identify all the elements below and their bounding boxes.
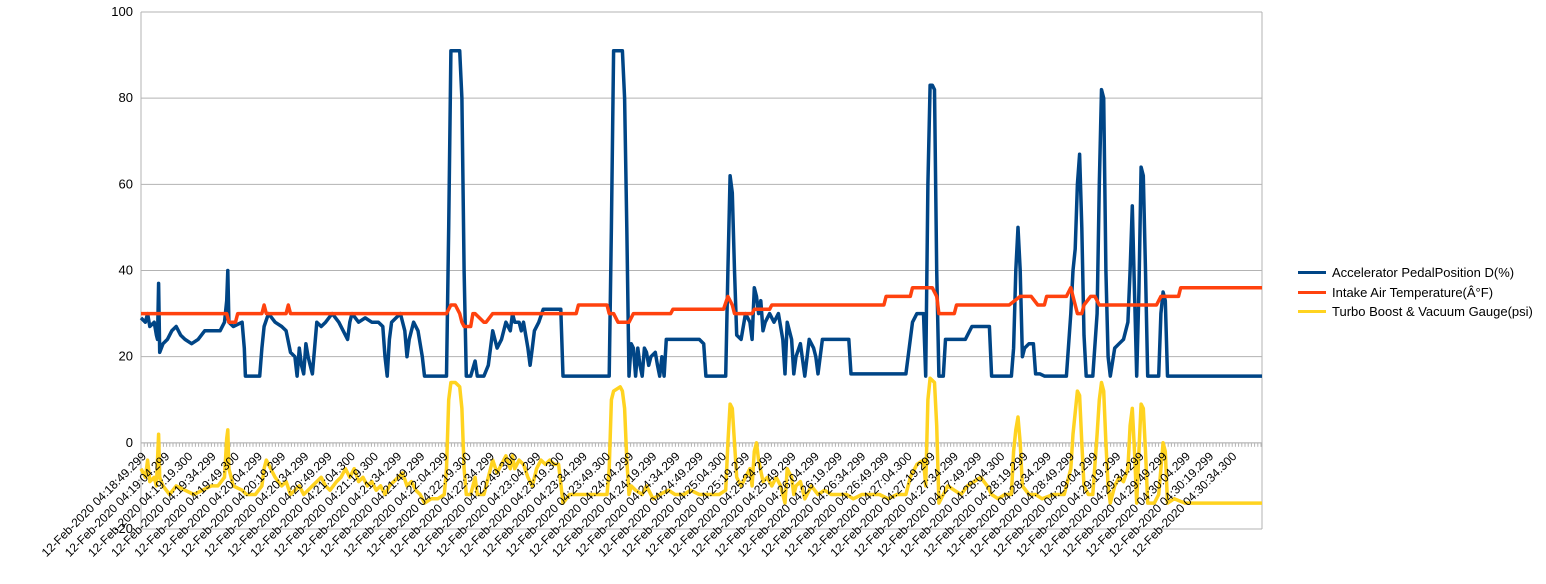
series-line-accelerator-pedal-position [139, 49, 1262, 378]
legend-label-intake-air-temp: Intake Air Temperature(Â°F) [1332, 284, 1494, 300]
y-tick-label: 20 [119, 349, 133, 364]
legend-item-turbo-boost: Turbo Boost & Vacuum Gauge(psi) [1298, 302, 1533, 322]
series-line-turbo-boost-vacuum [139, 376, 1262, 505]
legend-swatch-turbo-boost [1298, 310, 1326, 314]
legend-swatch-accelerator [1298, 271, 1326, 275]
x-axis [140, 442, 1262, 447]
legend-label-accelerator: Accelerator PedalPosition D(%) [1332, 265, 1515, 281]
legend-swatch-intake-air-temp [1298, 290, 1326, 294]
y-tick-label: 100 [111, 4, 133, 19]
legend: Accelerator PedalPosition D(%) Intake Ai… [1298, 263, 1533, 322]
legend-item-intake-air-temp: Intake Air Temperature(Â°F) [1298, 283, 1533, 303]
y-tick-label: 80 [119, 90, 133, 105]
grid-lines [140, 11, 1263, 530]
y-tick-label: 40 [119, 263, 133, 278]
series-line-intake-air-temperature [141, 285, 1262, 329]
y-tick-label-min: -20 [114, 521, 133, 536]
y-tick-label: 0 [126, 435, 133, 450]
series-lines [139, 49, 1262, 505]
legend-item-accelerator: Accelerator PedalPosition D(%) [1298, 263, 1533, 283]
y-tick-label: 60 [119, 176, 133, 191]
y-axis: 0 20 40 60 80 100 -20 [111, 4, 133, 536]
legend-label-turbo-boost: Turbo Boost & Vacuum Gauge(psi) [1332, 304, 1533, 320]
